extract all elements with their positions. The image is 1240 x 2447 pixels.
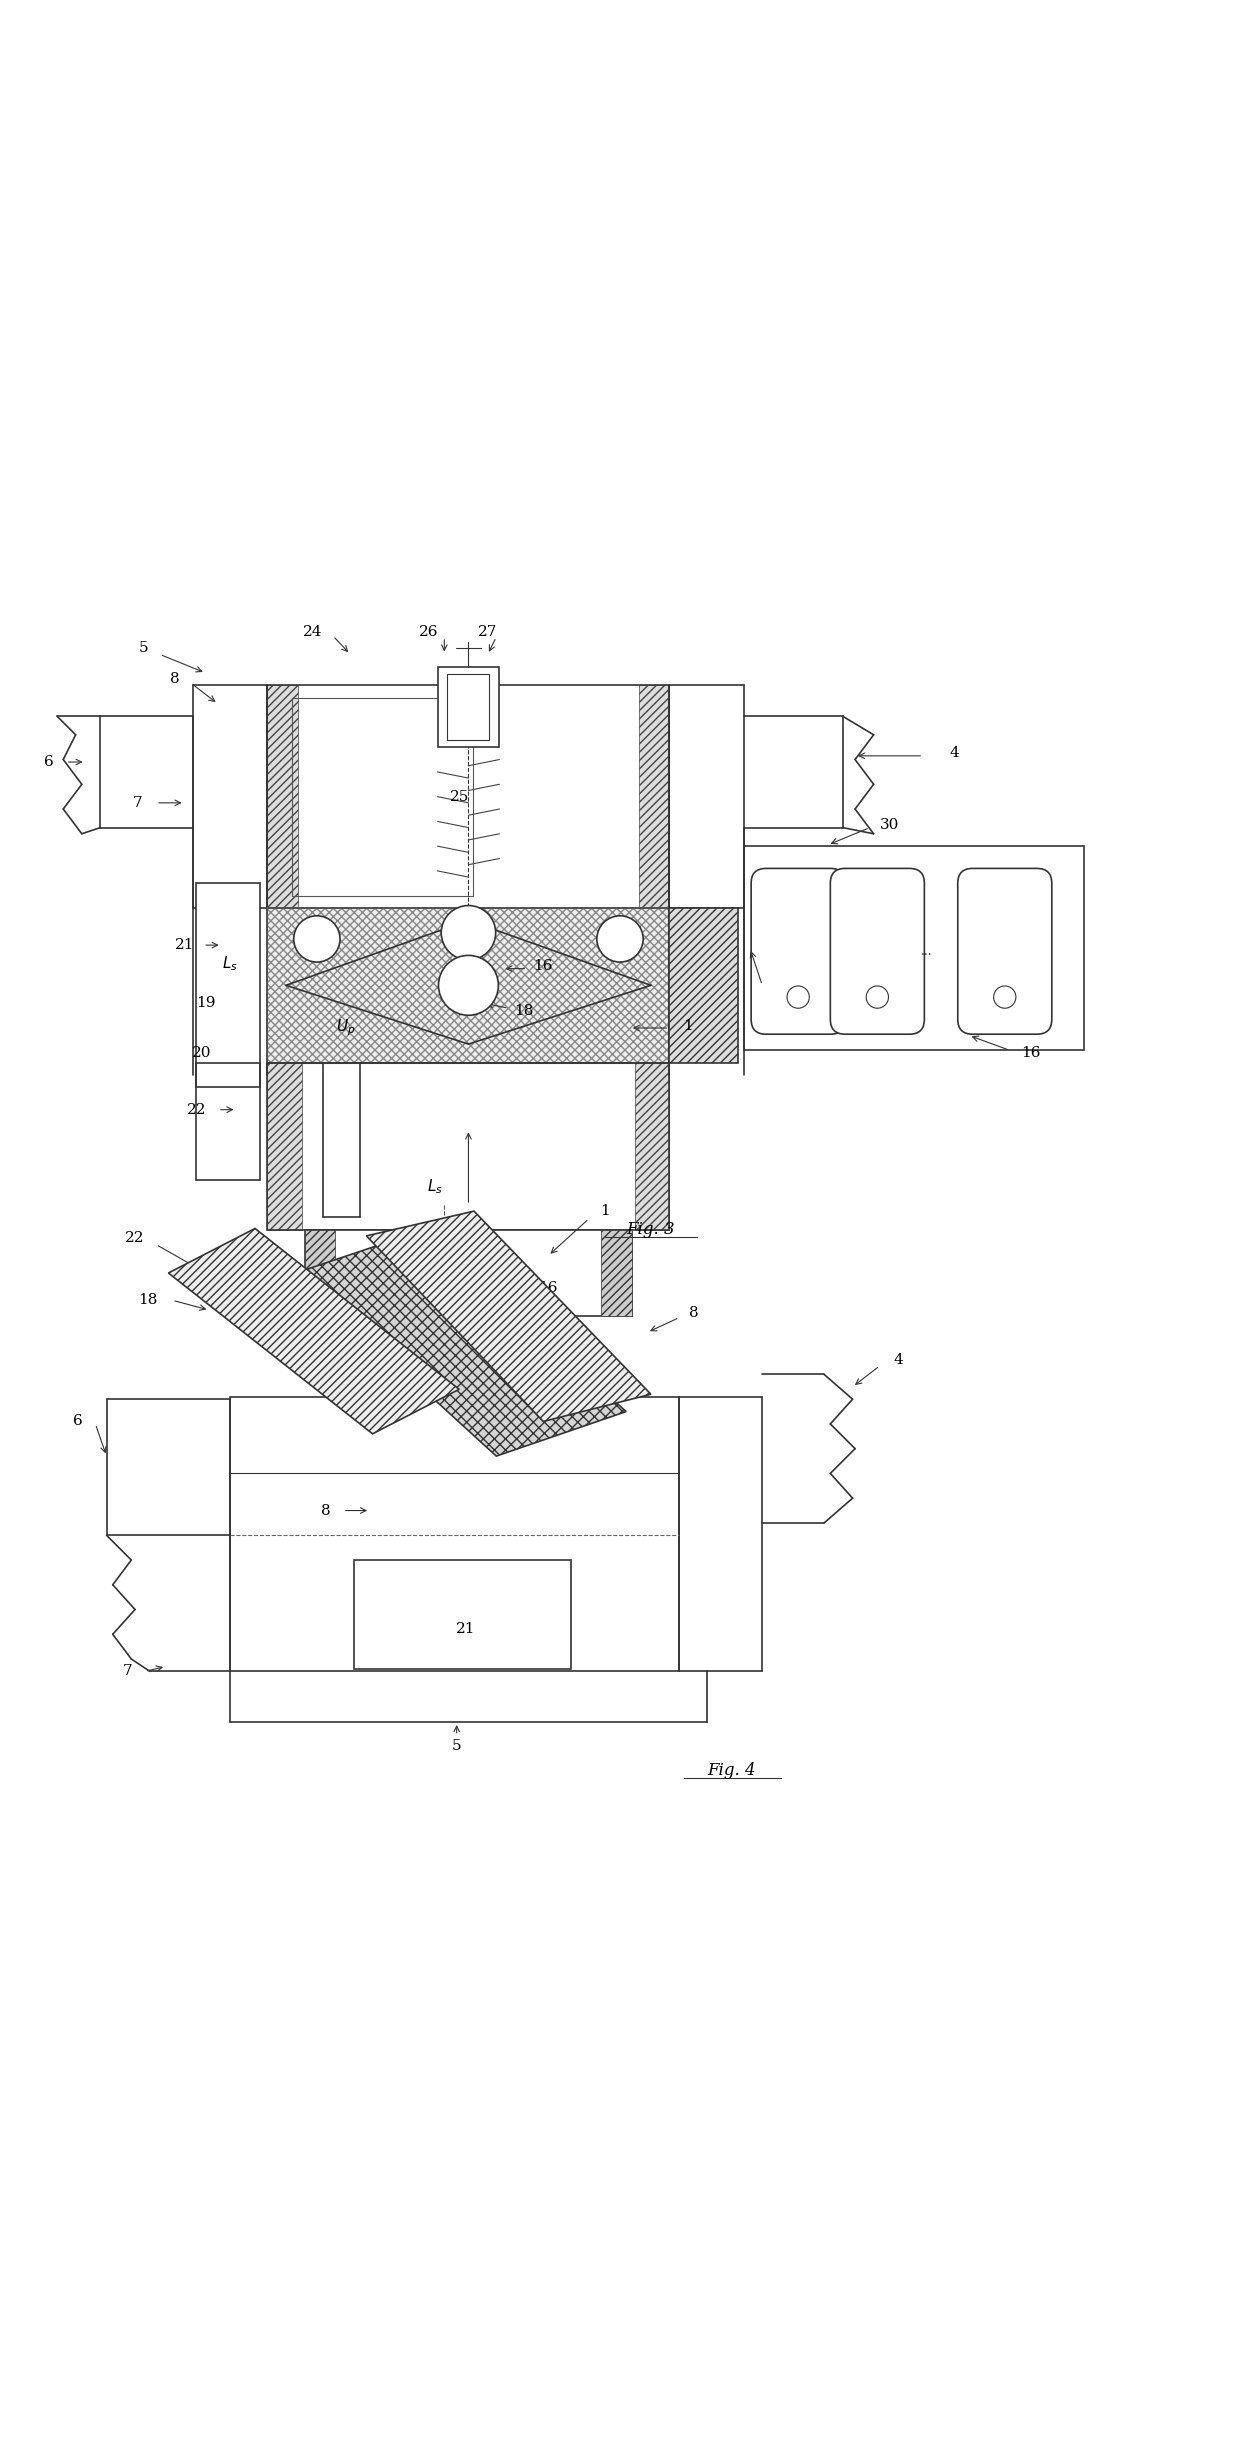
Text: 8: 8 xyxy=(689,1307,699,1319)
Circle shape xyxy=(294,915,340,962)
Bar xyxy=(305,1231,632,1316)
Text: 16: 16 xyxy=(1021,1045,1040,1060)
Polygon shape xyxy=(296,1231,626,1456)
Text: 21: 21 xyxy=(455,1622,475,1637)
Polygon shape xyxy=(366,1211,651,1422)
Bar xyxy=(231,1397,680,1671)
Text: ...: ... xyxy=(921,945,932,957)
Text: 5: 5 xyxy=(451,1740,461,1752)
Bar xyxy=(670,908,738,1062)
Bar xyxy=(196,1062,260,1179)
Text: 5: 5 xyxy=(139,641,149,656)
Text: 1: 1 xyxy=(683,1018,693,1033)
Text: 27: 27 xyxy=(477,624,497,639)
Text: 7: 7 xyxy=(123,1664,133,1679)
Text: 20: 20 xyxy=(192,1045,212,1060)
Text: 26: 26 xyxy=(418,624,438,639)
Text: 7: 7 xyxy=(133,795,143,810)
Bar xyxy=(305,1231,336,1316)
Text: 25: 25 xyxy=(449,790,469,803)
Bar xyxy=(293,697,474,896)
Text: 16: 16 xyxy=(538,1280,558,1294)
Circle shape xyxy=(867,986,889,1008)
Polygon shape xyxy=(169,1228,459,1434)
Text: 24: 24 xyxy=(304,624,322,639)
Text: 8: 8 xyxy=(321,1502,330,1517)
Text: 6: 6 xyxy=(43,756,53,768)
Text: 4: 4 xyxy=(894,1353,903,1365)
Circle shape xyxy=(441,905,496,959)
Text: 30: 30 xyxy=(880,817,899,832)
Text: 1: 1 xyxy=(600,1204,610,1219)
Bar xyxy=(268,908,670,1062)
Text: 18: 18 xyxy=(138,1292,157,1307)
Bar xyxy=(268,1062,303,1231)
Text: $U_p$: $U_p$ xyxy=(336,1018,355,1038)
Bar xyxy=(448,675,490,739)
FancyBboxPatch shape xyxy=(957,869,1052,1035)
Text: $L_s$: $L_s$ xyxy=(427,1177,443,1197)
Bar xyxy=(635,1062,670,1231)
Bar xyxy=(268,685,670,908)
Text: Fig. 4: Fig. 4 xyxy=(707,1762,755,1779)
Text: 6: 6 xyxy=(73,1414,83,1429)
Text: 22: 22 xyxy=(187,1104,207,1116)
Text: 16: 16 xyxy=(533,959,553,974)
Text: 23: 23 xyxy=(341,1280,360,1294)
Bar xyxy=(268,1062,670,1231)
Circle shape xyxy=(596,915,644,962)
Bar xyxy=(268,685,299,908)
Text: 19: 19 xyxy=(196,996,216,1011)
Bar xyxy=(268,908,670,1062)
Circle shape xyxy=(993,986,1016,1008)
Circle shape xyxy=(439,954,498,1016)
Text: 18: 18 xyxy=(513,1003,533,1018)
Bar xyxy=(639,685,670,908)
Bar xyxy=(353,1561,570,1669)
Bar xyxy=(438,666,500,746)
FancyBboxPatch shape xyxy=(751,869,846,1035)
Text: 21: 21 xyxy=(175,937,195,952)
Bar xyxy=(744,847,1084,1050)
Text: Fig. 3: Fig. 3 xyxy=(626,1221,676,1238)
Text: 8: 8 xyxy=(170,673,180,685)
Text: 22: 22 xyxy=(125,1231,145,1246)
Bar xyxy=(601,1231,632,1316)
Text: 4: 4 xyxy=(949,746,959,761)
Text: $L_s$: $L_s$ xyxy=(222,954,238,974)
FancyBboxPatch shape xyxy=(831,869,924,1035)
Bar xyxy=(196,883,260,1086)
Circle shape xyxy=(787,986,810,1008)
